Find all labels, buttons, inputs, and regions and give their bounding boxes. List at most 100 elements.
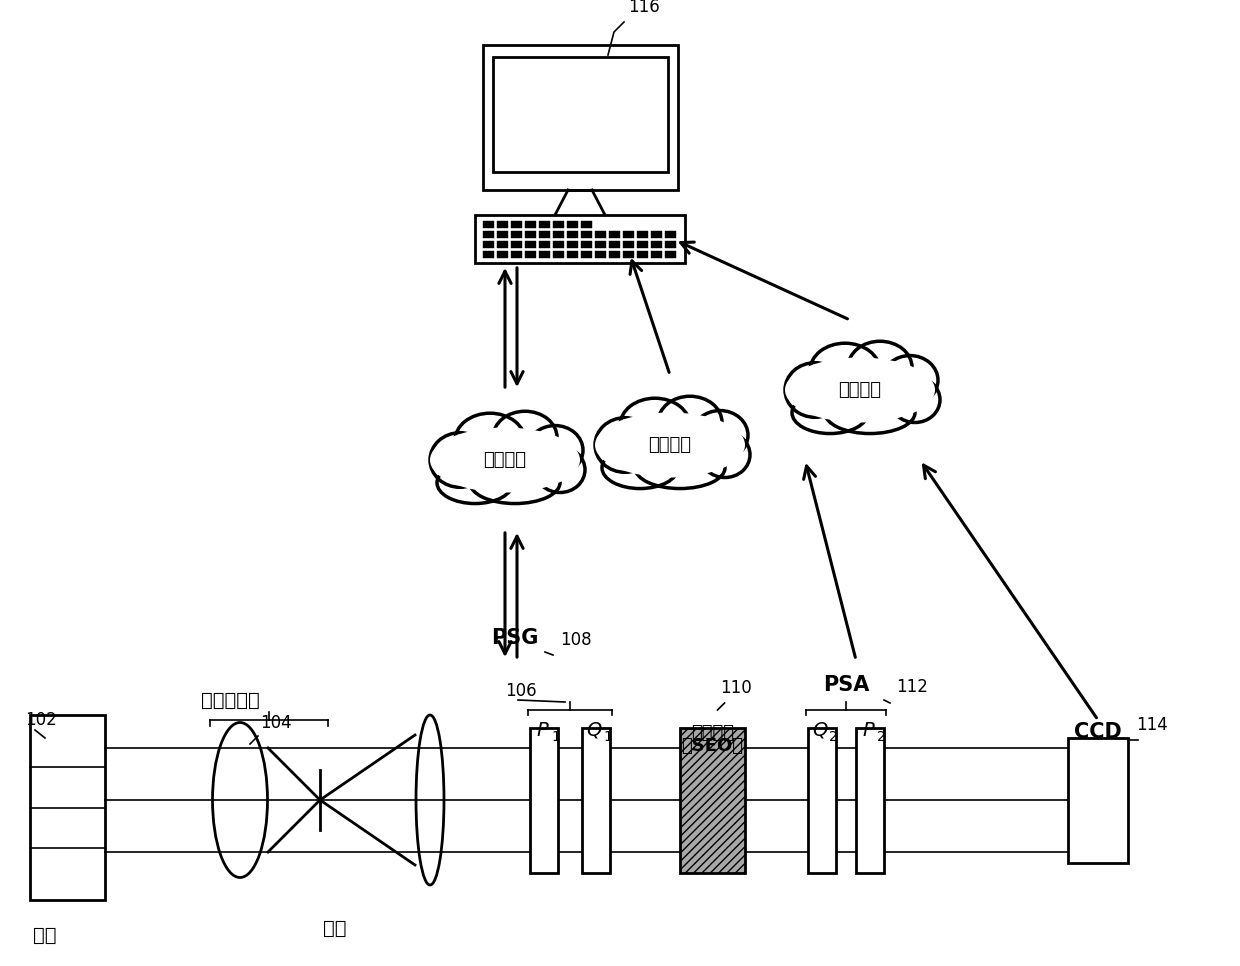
Text: PSA: PSA — [823, 675, 869, 695]
Text: 104: 104 — [260, 714, 291, 732]
Ellipse shape — [436, 462, 513, 503]
Text: 106: 106 — [505, 682, 537, 700]
Bar — [567, 241, 578, 248]
Text: 110: 110 — [720, 679, 753, 697]
Bar — [30, 715, 105, 900]
Text: 116: 116 — [627, 0, 660, 16]
Bar — [484, 221, 494, 228]
Bar — [553, 241, 564, 248]
Bar — [567, 251, 578, 258]
Text: 112: 112 — [897, 678, 928, 696]
Bar — [582, 241, 591, 248]
Bar — [525, 221, 536, 228]
Text: 待测器件: 待测器件 — [691, 724, 734, 742]
Bar — [525, 231, 536, 238]
Bar — [511, 251, 522, 258]
Bar — [665, 251, 676, 258]
Ellipse shape — [701, 432, 750, 477]
Ellipse shape — [534, 447, 585, 493]
Bar — [484, 251, 494, 258]
Text: Q: Q — [587, 721, 601, 740]
Bar — [637, 241, 649, 248]
Text: P: P — [862, 721, 874, 740]
Bar — [637, 231, 649, 238]
Bar — [680, 727, 745, 872]
Bar — [856, 727, 884, 872]
Bar — [511, 241, 522, 248]
Text: CCD: CCD — [1074, 722, 1122, 742]
Bar — [595, 231, 606, 238]
Text: 2: 2 — [877, 730, 885, 744]
Ellipse shape — [527, 426, 583, 475]
Text: 102: 102 — [25, 711, 57, 729]
Text: 2: 2 — [830, 730, 838, 744]
Bar — [484, 231, 494, 238]
Ellipse shape — [601, 447, 678, 489]
Bar — [609, 241, 620, 248]
Bar — [651, 231, 662, 238]
Bar — [492, 57, 667, 172]
Bar — [511, 231, 522, 238]
Bar — [622, 251, 634, 258]
Ellipse shape — [635, 447, 725, 489]
Bar — [539, 221, 551, 228]
Text: （SEO）: （SEO） — [682, 737, 744, 755]
Ellipse shape — [620, 398, 689, 453]
Bar — [567, 221, 578, 228]
Text: P: P — [536, 721, 548, 740]
Bar — [622, 231, 634, 238]
Ellipse shape — [595, 417, 655, 472]
Bar — [582, 727, 610, 872]
Ellipse shape — [792, 392, 868, 434]
Bar — [808, 727, 836, 872]
Bar — [651, 241, 662, 248]
Bar — [609, 231, 620, 238]
Bar — [497, 251, 508, 258]
Bar — [482, 45, 677, 190]
Bar — [567, 231, 578, 238]
Bar — [651, 251, 662, 258]
Bar — [622, 241, 634, 248]
Bar — [475, 215, 684, 263]
Ellipse shape — [430, 433, 490, 487]
Ellipse shape — [882, 355, 937, 405]
Text: 空间滤波器: 空间滤波器 — [201, 691, 259, 709]
Ellipse shape — [494, 412, 557, 464]
Bar — [582, 221, 591, 228]
Bar — [553, 231, 564, 238]
Bar — [525, 251, 536, 258]
Bar — [539, 231, 551, 238]
Bar — [582, 231, 591, 238]
Text: 网络连接: 网络连接 — [649, 436, 692, 454]
Text: 114: 114 — [1136, 716, 1168, 734]
Bar — [595, 251, 606, 258]
Bar — [665, 231, 676, 238]
Ellipse shape — [848, 341, 911, 393]
Text: 网络连接: 网络连接 — [484, 451, 527, 469]
Bar — [511, 221, 522, 228]
Text: 网络连接: 网络连接 — [838, 381, 882, 399]
Ellipse shape — [430, 428, 580, 493]
Bar — [553, 251, 564, 258]
Bar — [1068, 737, 1128, 863]
Bar — [609, 251, 620, 258]
Bar — [484, 241, 494, 248]
Ellipse shape — [785, 362, 844, 417]
Bar — [497, 231, 508, 238]
Bar — [665, 241, 676, 248]
Text: 1: 1 — [551, 730, 560, 744]
Text: PSG: PSG — [491, 628, 538, 648]
Text: 1: 1 — [603, 730, 611, 744]
Bar — [539, 241, 551, 248]
Bar — [525, 241, 536, 248]
Bar — [539, 251, 551, 258]
Ellipse shape — [595, 412, 745, 477]
Text: 108: 108 — [560, 631, 591, 649]
Ellipse shape — [890, 377, 940, 422]
Ellipse shape — [692, 411, 748, 460]
Ellipse shape — [810, 343, 880, 398]
Bar — [529, 727, 558, 872]
Bar — [637, 251, 649, 258]
Bar — [553, 221, 564, 228]
Bar — [497, 221, 508, 228]
